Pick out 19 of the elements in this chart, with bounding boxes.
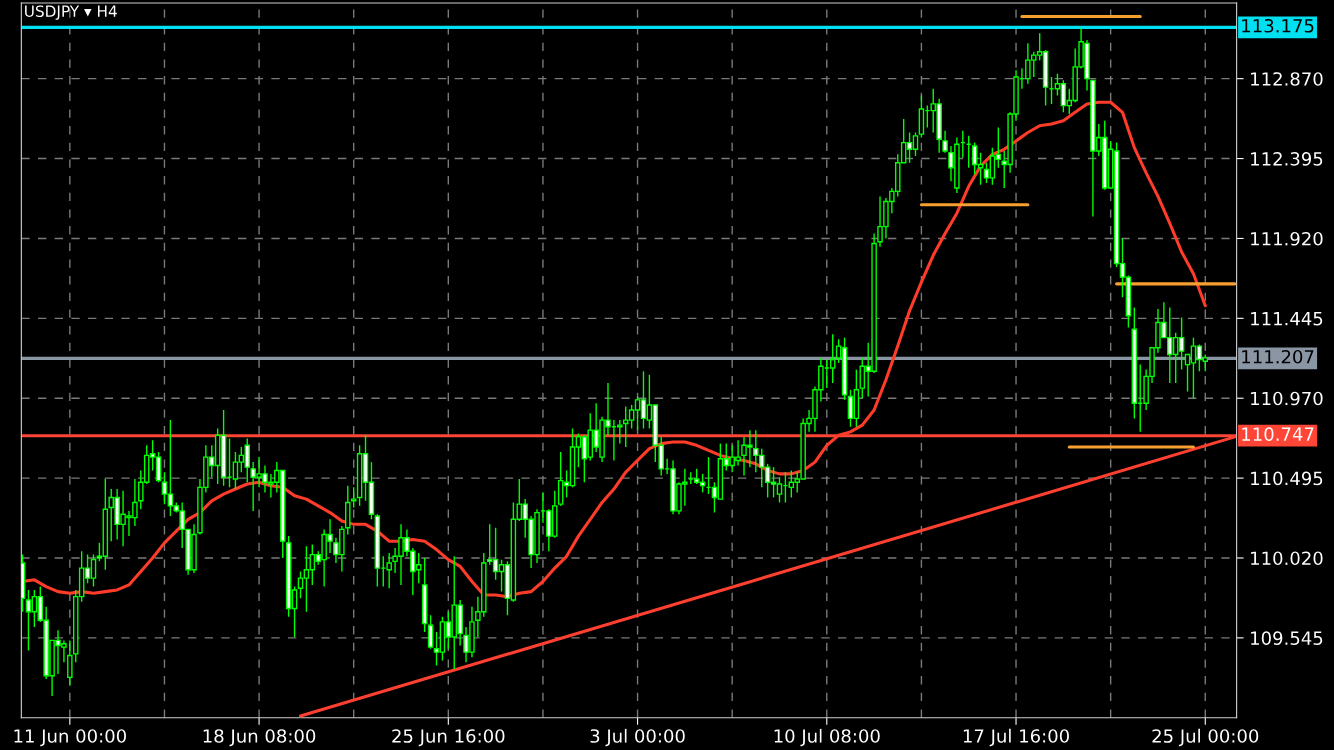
ref-line-label: 111.207 bbox=[1242, 349, 1314, 364]
y-tick-label: 112.870 bbox=[1251, 72, 1323, 86]
y-tick-label: 111.445 bbox=[1251, 312, 1323, 326]
y-tick-label: 110.970 bbox=[1251, 391, 1323, 406]
x-tick-label: 18 Jun 08:00 bbox=[203, 729, 316, 747]
x-tick-label: 17 Jul 16:00 bbox=[963, 728, 1069, 747]
x-tick-label: 25 Jun 16:00 bbox=[392, 729, 505, 747]
y-tick-label: 110.495 bbox=[1251, 471, 1323, 486]
ref-line-label: 110.747 bbox=[1242, 427, 1314, 441]
x-tick-label: 10 Jul 08:00 bbox=[774, 728, 880, 747]
y-tick-label: 110.020 bbox=[1251, 551, 1323, 566]
ref-line-label: 113.175 bbox=[1242, 18, 1314, 33]
y-tick-label: 109.545 bbox=[1251, 631, 1323, 645]
y-tick-label: 111.920 bbox=[1251, 231, 1323, 246]
x-tick-label: 11 Jun 00:00 bbox=[14, 729, 126, 747]
chart-title: USDJPY ▾ H4 bbox=[25, 5, 117, 20]
x-tick-label: 25 Jul 00:00 bbox=[1152, 728, 1259, 747]
x-tick-label: 3 Jul 00:00 bbox=[590, 728, 685, 747]
y-tick-label: 112.395 bbox=[1251, 152, 1323, 166]
